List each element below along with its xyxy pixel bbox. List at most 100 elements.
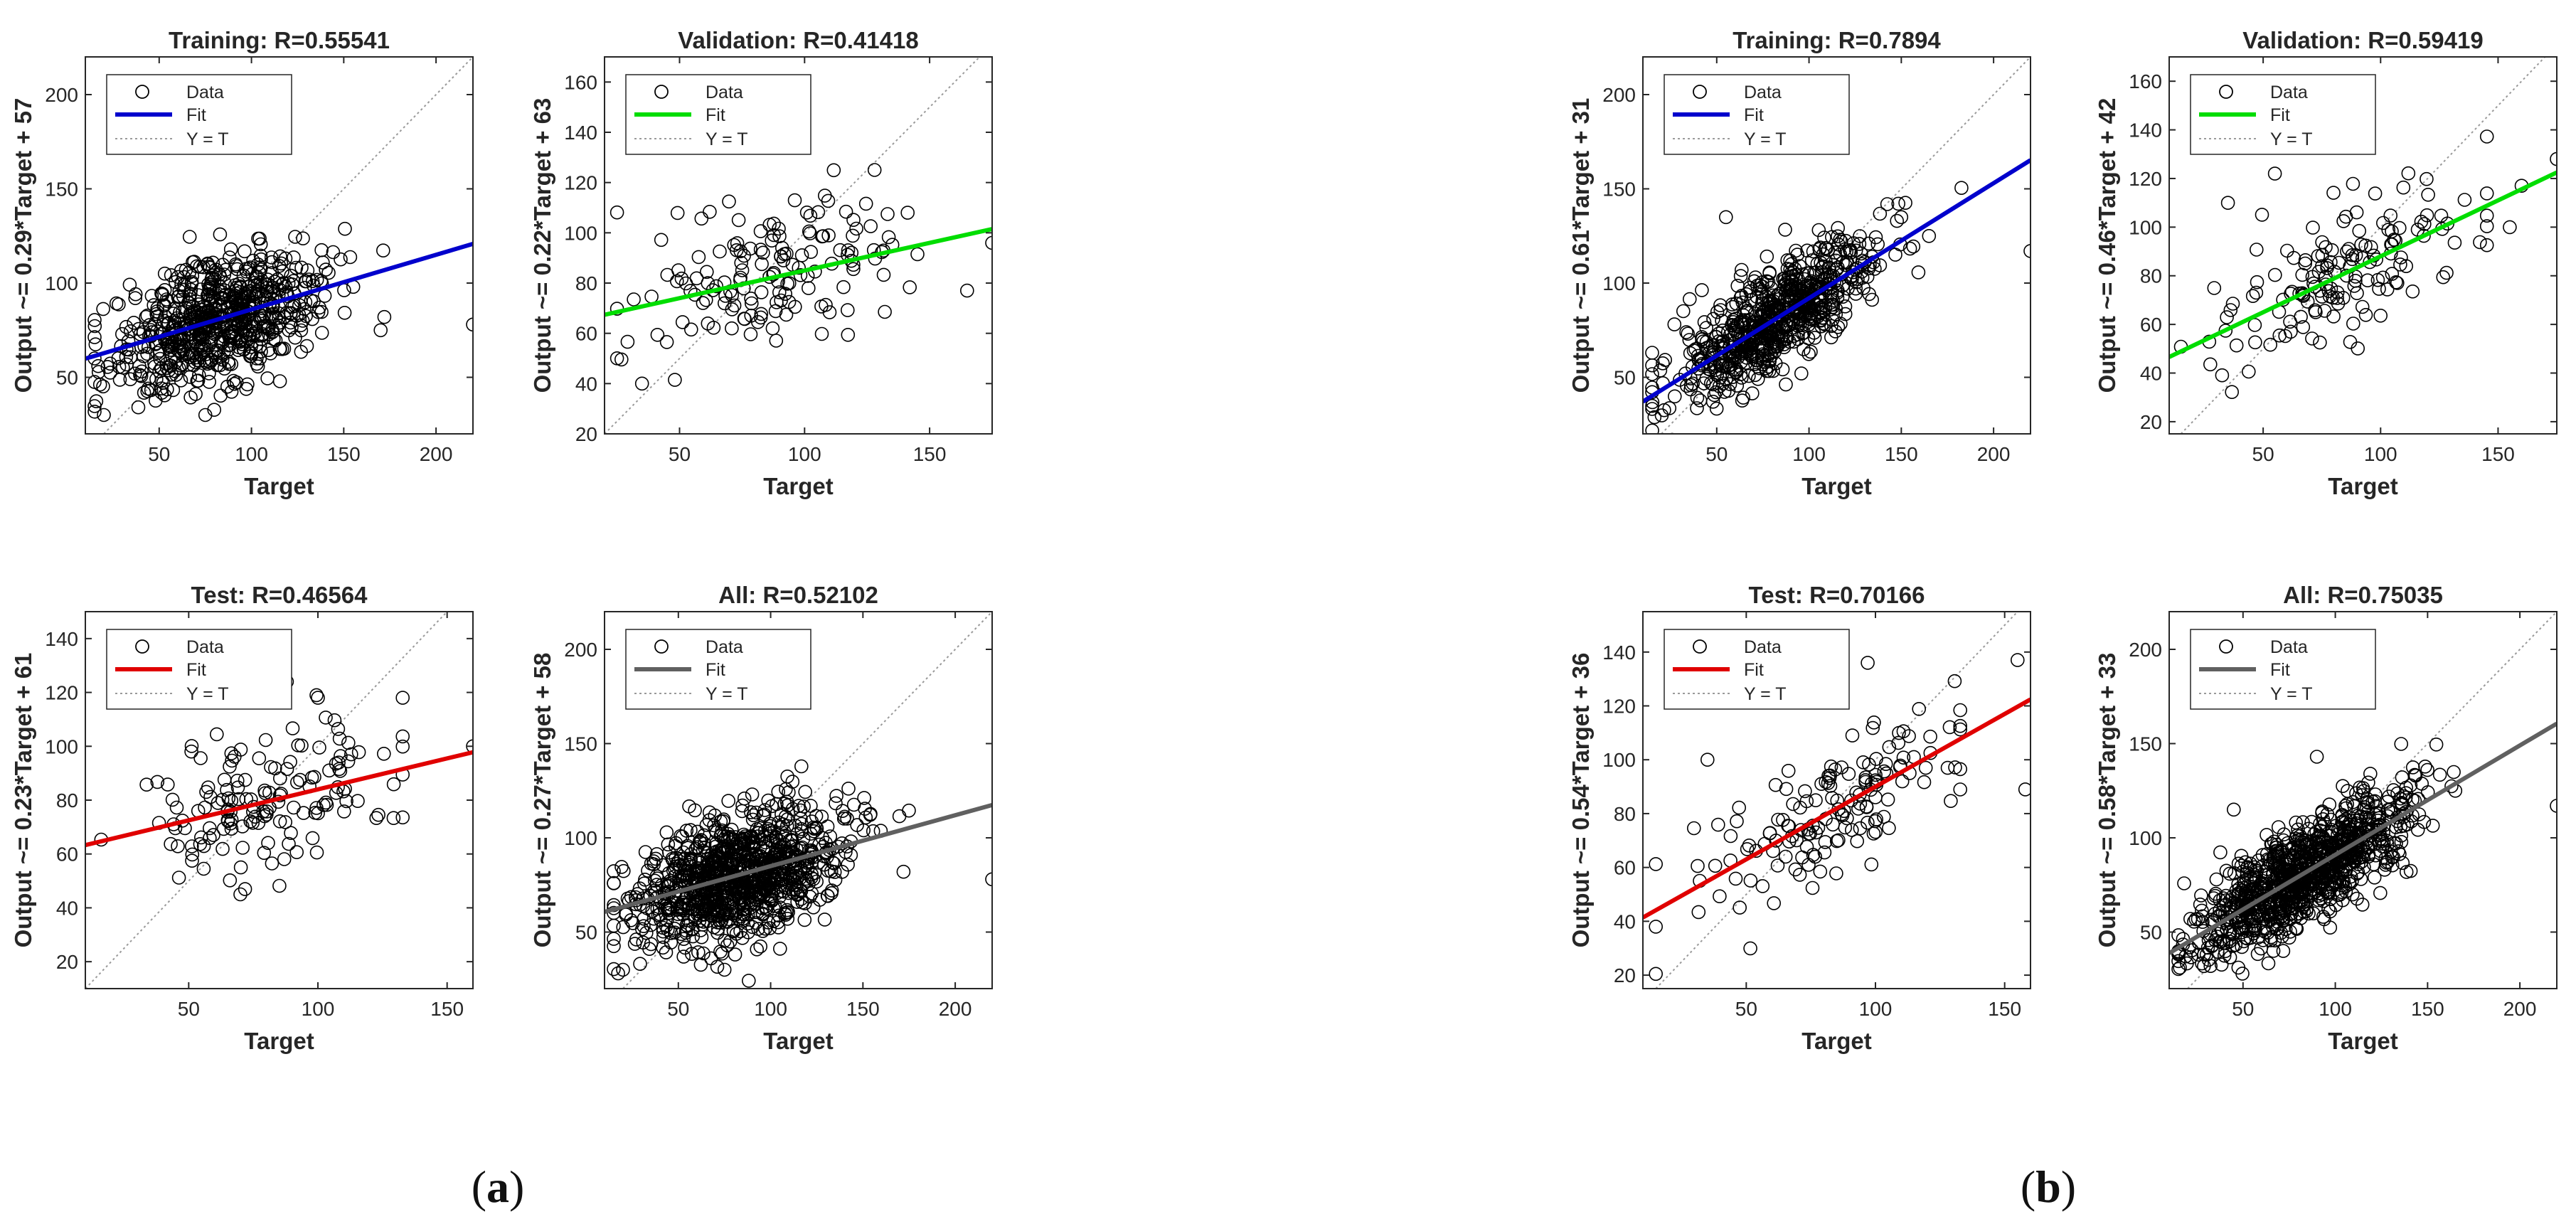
- data-point: [1783, 262, 1797, 277]
- data-point: [661, 903, 676, 917]
- data-point: [790, 826, 804, 841]
- data-point: [846, 228, 860, 243]
- data-point: [804, 871, 819, 885]
- data-point: [2292, 852, 2307, 867]
- data-point: [184, 839, 199, 853]
- data-point: [1755, 879, 1770, 893]
- data-point: [336, 804, 351, 819]
- data-point: [140, 308, 155, 323]
- data-point: [725, 822, 739, 837]
- data-point: [2213, 845, 2228, 860]
- data-point: [676, 932, 691, 946]
- legend-label-data: Data: [1744, 83, 1782, 102]
- data-point: [299, 339, 314, 353]
- data-point: [1695, 330, 1709, 344]
- data-point: [1953, 722, 1967, 737]
- legend-label-identity: Y = T: [1744, 129, 1787, 149]
- data-point: [1923, 729, 1937, 744]
- data-point: [111, 351, 126, 366]
- data-point: [158, 309, 173, 324]
- data-point: [960, 283, 974, 298]
- data-point: [881, 230, 896, 245]
- data-point: [2331, 296, 2346, 311]
- data-point: [2267, 166, 2282, 181]
- data-point: [188, 355, 203, 369]
- legend-label-fit: Fit: [1744, 660, 1764, 680]
- data-point: [751, 922, 765, 936]
- data-point: [2444, 779, 2459, 794]
- data-point: [154, 381, 169, 396]
- data-point: [1828, 245, 1842, 260]
- data-point: [1860, 270, 1875, 284]
- data-point: [1823, 302, 1838, 317]
- data-point: [2298, 252, 2313, 267]
- data-point: [224, 746, 239, 760]
- data-point: [797, 913, 812, 927]
- data-point: [2313, 335, 2327, 350]
- data-point: [765, 233, 779, 248]
- data-point: [766, 914, 781, 928]
- data-point: [1880, 197, 1895, 211]
- data-point: [334, 749, 348, 763]
- data-point: [880, 207, 895, 221]
- data-point: [2235, 940, 2249, 954]
- data-point: [637, 876, 651, 890]
- data-point: [793, 871, 807, 885]
- data-point: [2337, 823, 2352, 837]
- identity-line-a-validation: [605, 57, 981, 434]
- data-point: [2336, 779, 2350, 793]
- data-point: [708, 836, 723, 851]
- data-point: [1645, 367, 1659, 381]
- legend-label-identity: Y = T: [186, 129, 229, 149]
- data-point: [344, 747, 358, 762]
- data-point: [122, 277, 137, 292]
- data-point: [2373, 844, 2388, 858]
- data-point: [253, 248, 268, 263]
- data-point: [277, 852, 292, 866]
- data-point: [2398, 790, 2413, 805]
- data-point: [466, 317, 473, 332]
- data-point: [817, 913, 832, 927]
- data-point: [2304, 814, 2319, 829]
- data-point: [1786, 314, 1800, 328]
- data-point: [656, 924, 671, 939]
- panel-label-a-close: ): [509, 1161, 524, 1212]
- y-tick-label: 20: [1614, 964, 1636, 986]
- x-tick-label: 150: [1885, 443, 1918, 465]
- data-point: [699, 818, 714, 832]
- plot-title-a-test: Test: R=0.46564: [191, 582, 368, 608]
- data-point: [112, 373, 127, 387]
- data-point: [1845, 728, 1860, 743]
- data-point: [794, 816, 809, 831]
- plot-title-b-training: Training: R=0.7894: [1733, 27, 1941, 53]
- data-point: [144, 289, 159, 303]
- data-point: [2223, 935, 2237, 949]
- data-point: [607, 876, 621, 890]
- data-point: [846, 262, 861, 277]
- data-point: [691, 945, 706, 959]
- data-point: [1877, 809, 1891, 824]
- y-tick-label: 140: [2129, 119, 2162, 142]
- data-point: [1681, 326, 1695, 341]
- data-point: [735, 798, 750, 813]
- data-point: [272, 315, 287, 330]
- data-point: [610, 205, 624, 220]
- data-point: [150, 301, 164, 316]
- data-point: [337, 305, 352, 320]
- data-point: [183, 287, 198, 301]
- data-point: [229, 375, 244, 390]
- data-point: [1805, 880, 1820, 895]
- data-point: [2341, 841, 2356, 856]
- legend-label-fit: Fit: [2270, 660, 2290, 680]
- data-point: [720, 892, 735, 906]
- data-point: [607, 864, 621, 878]
- data-point: [2251, 853, 2266, 868]
- data-point: [2249, 285, 2264, 300]
- data-point: [2255, 208, 2269, 222]
- data-point: [765, 889, 779, 903]
- data-point: [713, 888, 728, 903]
- data-point: [2235, 885, 2249, 900]
- data-point: [1806, 848, 1821, 862]
- plot-content-b-all: [2169, 612, 2557, 989]
- data-point: [2363, 767, 2378, 781]
